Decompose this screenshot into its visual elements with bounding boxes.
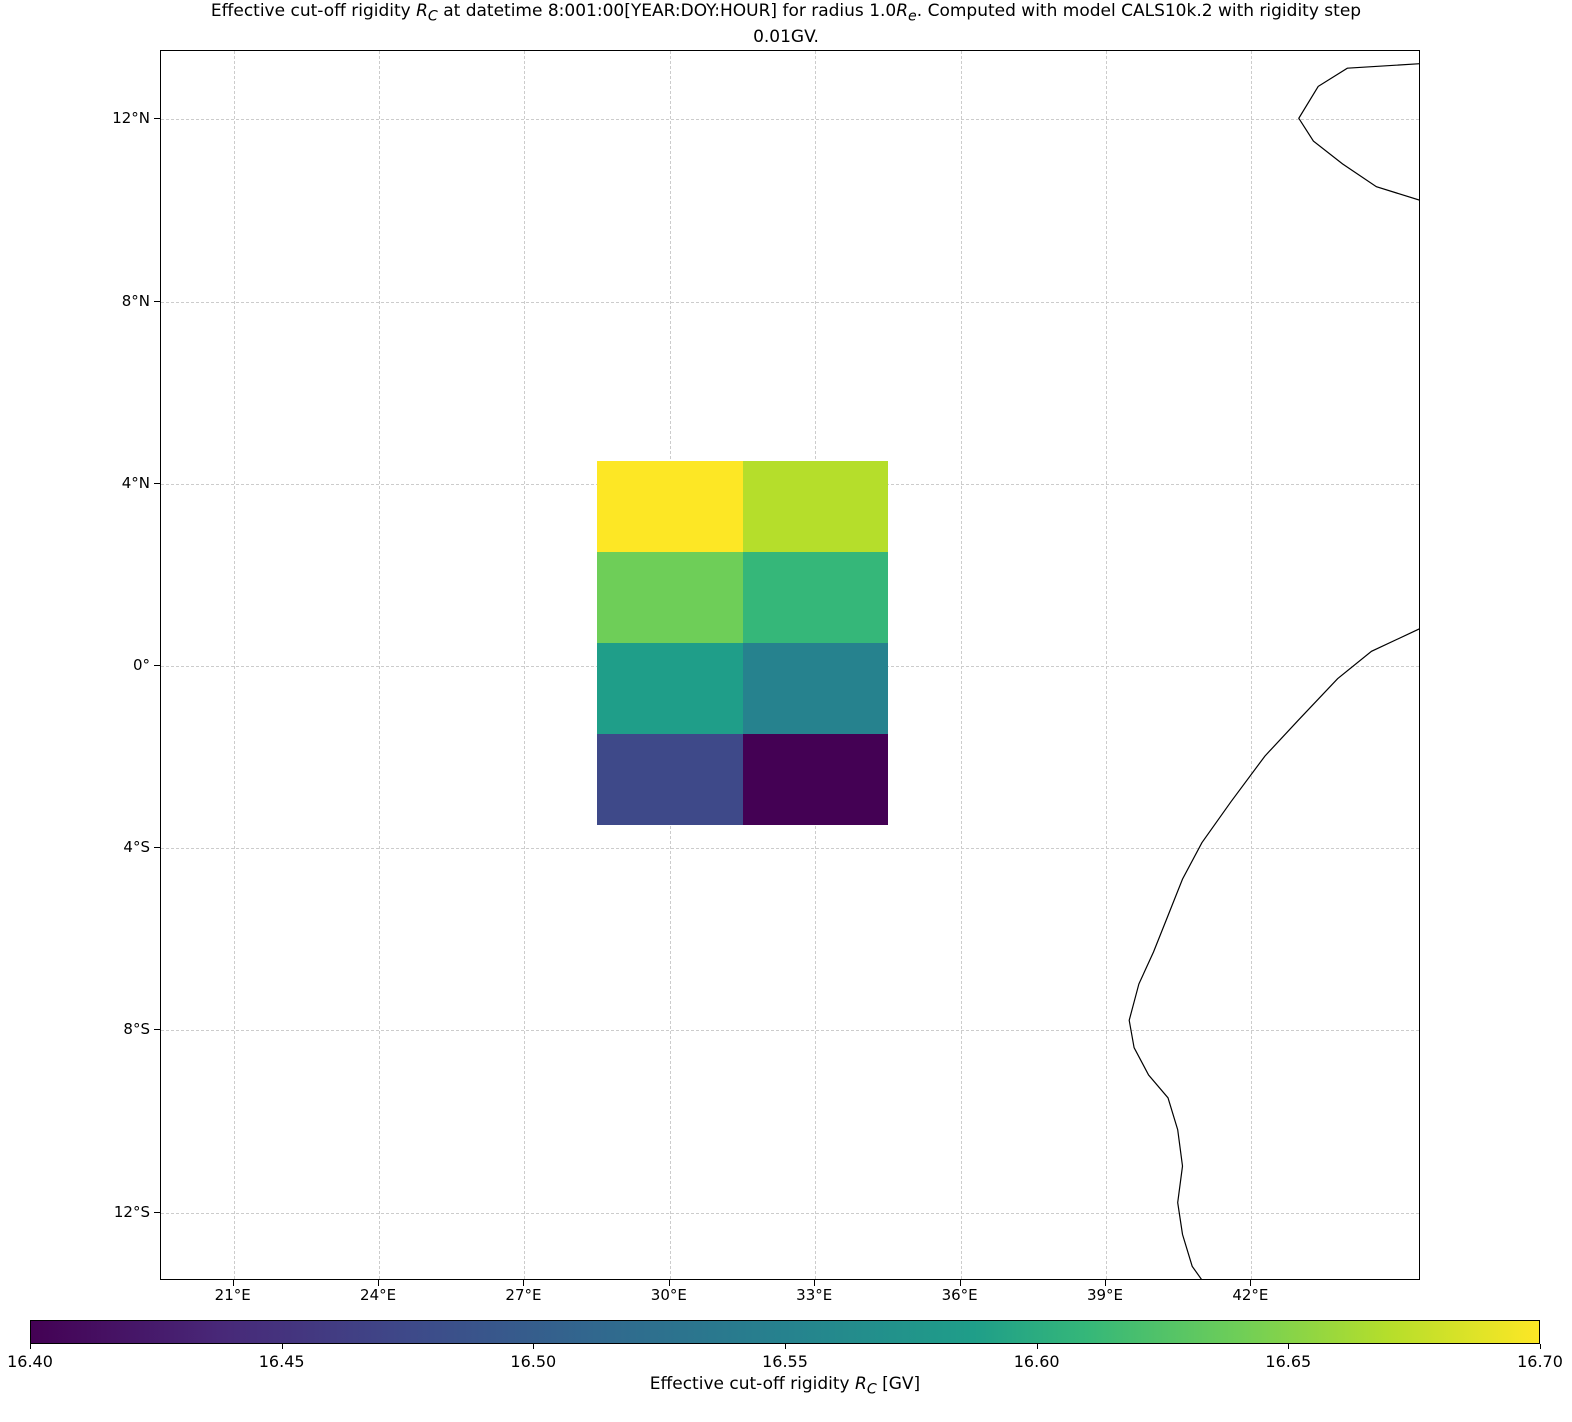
xtick-label: 30°E — [651, 1286, 687, 1304]
ytick-mark — [154, 665, 160, 666]
colorbar-tick-label: 16.55 — [762, 1352, 808, 1371]
ytick-mark — [154, 301, 160, 302]
gridline-vertical — [961, 51, 962, 1279]
title-line1: Effective cut-off rigidity RC at datetim… — [0, 0, 1572, 26]
chart-title: Effective cut-off rigidity RC at datetim… — [0, 0, 1572, 48]
ytick-label: 8°S — [100, 1020, 150, 1038]
ytick-label: 4°N — [100, 474, 150, 492]
colorbar-tick — [785, 1344, 786, 1349]
colorbar-tick — [282, 1344, 283, 1349]
heatmap-cell — [743, 461, 888, 552]
xtick-label: 33°E — [796, 1286, 832, 1304]
colorbar: Effective cut-off rigidity RC [GV] 16.40… — [30, 1320, 1540, 1344]
colorbar-tick-label: 16.65 — [1265, 1352, 1311, 1371]
gridline-horizontal — [161, 1213, 1419, 1214]
title-text: Effective cut-off rigidity — [211, 1, 416, 21]
heatmap-cell — [743, 552, 888, 643]
ytick-mark — [154, 118, 160, 119]
xtick-label: 36°E — [942, 1286, 978, 1304]
colorbar-gradient — [30, 1320, 1540, 1344]
gridline-vertical — [379, 51, 380, 1279]
colorbar-tick-label: 16.60 — [1014, 1352, 1060, 1371]
xtick-label: 42°E — [1232, 1286, 1268, 1304]
colorbar-label: Effective cut-off rigidity RC [GV] — [30, 1374, 1540, 1397]
gridline-horizontal — [161, 848, 1419, 849]
ytick-mark — [154, 1212, 160, 1213]
heatmap-cell — [597, 461, 742, 552]
heatmap-cell — [743, 734, 888, 825]
colorbar-tick-label: 16.50 — [510, 1352, 556, 1371]
ytick-label: 12°S — [100, 1203, 150, 1221]
ytick-mark — [154, 483, 160, 484]
gridline-horizontal — [161, 302, 1419, 303]
heatmap-cell — [597, 734, 742, 825]
ytick-label: 8°N — [100, 292, 150, 310]
gridline-vertical — [524, 51, 525, 1279]
xtick-label: 21°E — [215, 1286, 251, 1304]
colorbar-tick-label: 16.45 — [259, 1352, 305, 1371]
heatmap-cell — [597, 643, 742, 734]
colorbar-tick — [1037, 1344, 1038, 1349]
xtick-label: 27°E — [505, 1286, 541, 1304]
gridline-vertical — [1106, 51, 1107, 1279]
plot-area — [160, 50, 1420, 1280]
gridline-horizontal — [161, 1030, 1419, 1031]
colorbar-tick — [533, 1344, 534, 1349]
gridline-vertical — [234, 51, 235, 1279]
ytick-label: 0° — [100, 656, 150, 674]
heatmap-cell — [743, 643, 888, 734]
colorbar-tick — [30, 1344, 31, 1349]
ytick-mark — [154, 1029, 160, 1030]
gridline-vertical — [1251, 51, 1252, 1279]
xtick-label: 39°E — [1087, 1286, 1123, 1304]
colorbar-tick — [1288, 1344, 1289, 1349]
colorbar-tick-label: 16.40 — [7, 1352, 53, 1371]
ytick-label: 12°N — [100, 109, 150, 127]
heatmap-cell — [597, 552, 742, 643]
ytick-mark — [154, 847, 160, 848]
colorbar-tick — [1540, 1344, 1541, 1349]
colorbar-tick-label: 16.70 — [1517, 1352, 1563, 1371]
ytick-label: 4°S — [100, 838, 150, 856]
title-line2: 0.01GV. — [0, 26, 1572, 48]
gridline-horizontal — [161, 119, 1419, 120]
xtick-label: 24°E — [360, 1286, 396, 1304]
